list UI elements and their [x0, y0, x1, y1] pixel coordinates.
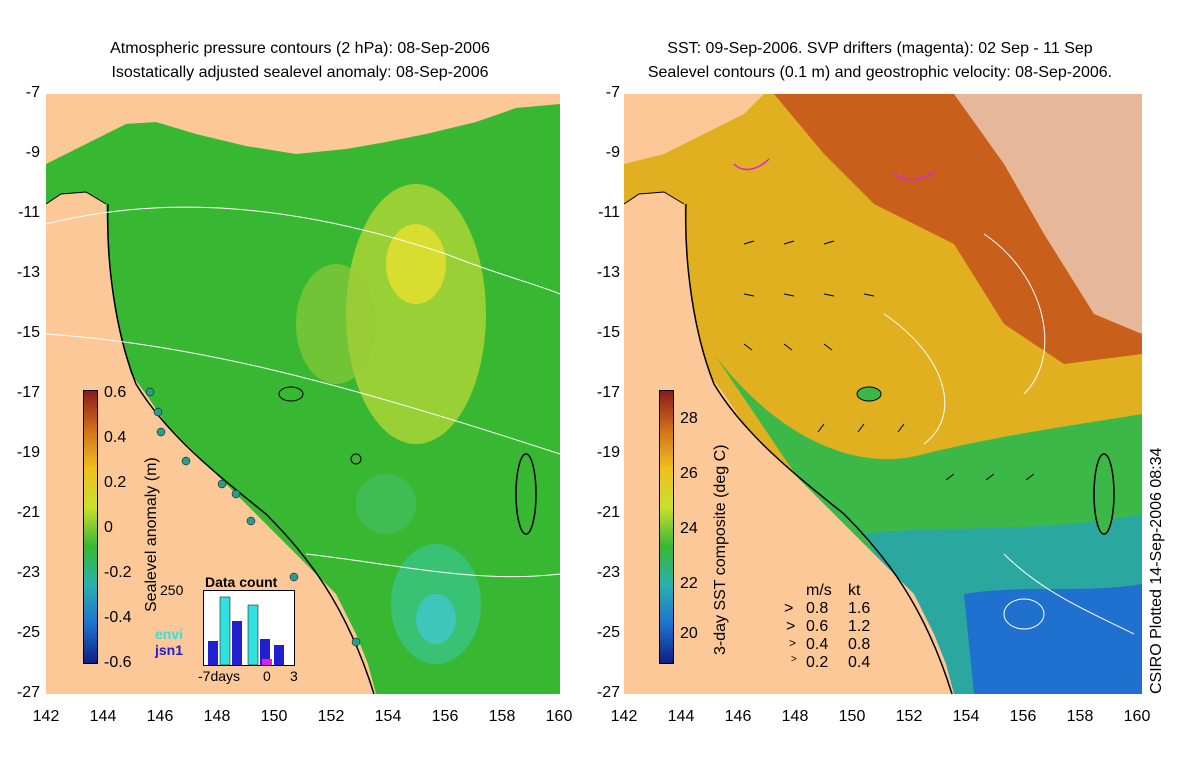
lon-tick-left: 154 — [374, 708, 402, 725]
lat-tick-right: -11 — [598, 204, 620, 221]
lon-tick-right: 152 — [895, 708, 923, 725]
lon-tick-right: 150 — [838, 708, 866, 725]
velocity-legend-kt: 0.4 — [848, 654, 871, 671]
sst-colorbar — [659, 390, 674, 664]
legend-jsn1: jsn1 — [155, 642, 184, 658]
lon-tick-right: 156 — [1009, 708, 1037, 725]
lat-tick-left: -13 — [16, 264, 40, 281]
data-count-histogram — [203, 590, 295, 666]
lat-tick-right: -25 — [596, 624, 620, 641]
lat-tick-right: -27 — [596, 684, 620, 701]
sst-map — [624, 94, 1142, 694]
sst-map-graphic — [624, 94, 1142, 694]
velocity-legend-kt: 1.6 — [848, 600, 871, 617]
right-map-title-line2: Sealevel contours (0.1 m) and geostrophi… — [647, 64, 1113, 81]
lon-tick-left: 158 — [488, 708, 516, 725]
lon-tick-right: 160 — [1123, 708, 1151, 725]
lat-tick-right: -19 — [596, 444, 620, 461]
velocity-legend-arrow-icon: > — [786, 618, 796, 635]
lat-tick-left: -9 — [25, 144, 40, 161]
lon-tick-left: 142 — [32, 708, 60, 725]
lon-tick-left: 150 — [260, 708, 288, 725]
lon-tick-left: 152 — [317, 708, 345, 725]
sealevel-colorbar-tick: -0.4 — [104, 609, 132, 626]
lat-tick-left: -7 — [25, 84, 40, 101]
sealevel-colorbar-tick: 0 — [104, 519, 113, 536]
left-map-title-line1: Atmospheric pressure contours (2 hPa): 0… — [110, 40, 490, 57]
data-count-ymax: 250 — [160, 582, 184, 598]
data-count-xtick: 0 — [263, 668, 271, 684]
data-count-xtick: 3 — [290, 668, 298, 684]
sst-colorbar-tick: 26 — [680, 465, 698, 482]
sealevel-anomaly-map-graphic — [46, 94, 560, 694]
lon-tick-left: 146 — [146, 708, 174, 725]
sst-colorbar-label: 3-day SST composite (deg C) — [712, 444, 729, 655]
lon-tick-left: 148 — [203, 708, 231, 725]
lon-tick-right: 148 — [781, 708, 809, 725]
lat-tick-left: -25 — [16, 624, 40, 641]
data-count-title: Data count — [205, 574, 278, 590]
velocity-legend-header-ms: m/s — [806, 582, 832, 599]
legend-envi: envi — [155, 626, 184, 642]
sealevel-colorbar-label: Sealevel anomaly (m) — [143, 457, 160, 612]
lat-tick-right: -9 — [605, 144, 620, 161]
velocity-legend-arrow-icon: > — [789, 636, 797, 650]
velocity-legend-ms: 0.4 — [806, 636, 829, 653]
sst-colorbar-tick: 24 — [680, 520, 698, 537]
plot-credit: CSIRO Plotted 14-Sep-2006 08:34 — [1148, 447, 1165, 694]
lat-tick-right: -13 — [596, 264, 620, 281]
lat-tick-left: -17 — [16, 384, 40, 401]
lon-tick-right: 154 — [952, 708, 980, 725]
lat-tick-left: -23 — [16, 564, 40, 581]
lon-tick-right: 146 — [724, 708, 752, 725]
data-count-xtick: -7days — [198, 668, 241, 684]
velocity-legend-header-kt: kt — [848, 582, 861, 599]
lon-tick-left: 156 — [431, 708, 459, 725]
lat-tick-left: -27 — [16, 684, 40, 701]
velocity-legend-ms: 0.2 — [806, 654, 829, 671]
sealevel-colorbar-tick: -0.6 — [104, 654, 132, 671]
sealevel-colorbar-tick: 0.4 — [104, 429, 127, 446]
lat-tick-right: -15 — [596, 324, 620, 341]
velocity-legend-kt: 0.8 — [848, 636, 871, 653]
lat-tick-left: -11 — [18, 204, 40, 221]
lon-tick-left: 144 — [89, 708, 117, 725]
right-map-title-line1: SST: 09-Sep-2006. SVP drifters (magenta)… — [667, 40, 1093, 57]
lat-tick-right: -23 — [596, 564, 620, 581]
lon-tick-right: 142 — [610, 708, 638, 725]
sst-colorbar-tick: 20 — [680, 625, 698, 642]
sealevel-colorbar-tick: -0.2 — [104, 564, 132, 581]
lat-tick-right: -7 — [605, 84, 620, 101]
left-map-title-line2: Isostatically adjusted sealevel anomaly:… — [111, 64, 489, 81]
velocity-legend-arrow-icon: > — [791, 654, 797, 665]
sealevel-colorbar-tick: 0.2 — [104, 474, 127, 491]
lat-tick-left: -19 — [16, 444, 40, 461]
sealevel-anomaly-map — [46, 94, 560, 694]
velocity-legend-arrow-icon: > — [784, 600, 794, 617]
sealevel-colorbar-tick: 0.6 — [104, 384, 127, 401]
velocity-legend-ms: 0.8 — [806, 600, 829, 617]
lat-tick-right: -17 — [596, 384, 620, 401]
lon-tick-left: 160 — [545, 708, 573, 725]
lat-tick-left: -21 — [16, 504, 40, 521]
sealevel-colorbar — [83, 390, 98, 664]
lon-tick-right: 144 — [667, 708, 695, 725]
sst-colorbar-tick: 22 — [680, 575, 698, 592]
velocity-legend-ms: 0.6 — [806, 618, 829, 635]
lat-tick-right: -21 — [596, 504, 620, 521]
velocity-legend-kt: 1.2 — [848, 618, 871, 635]
sst-colorbar-tick: 28 — [680, 410, 698, 427]
lon-tick-right: 158 — [1066, 708, 1094, 725]
lat-tick-left: -15 — [16, 324, 40, 341]
